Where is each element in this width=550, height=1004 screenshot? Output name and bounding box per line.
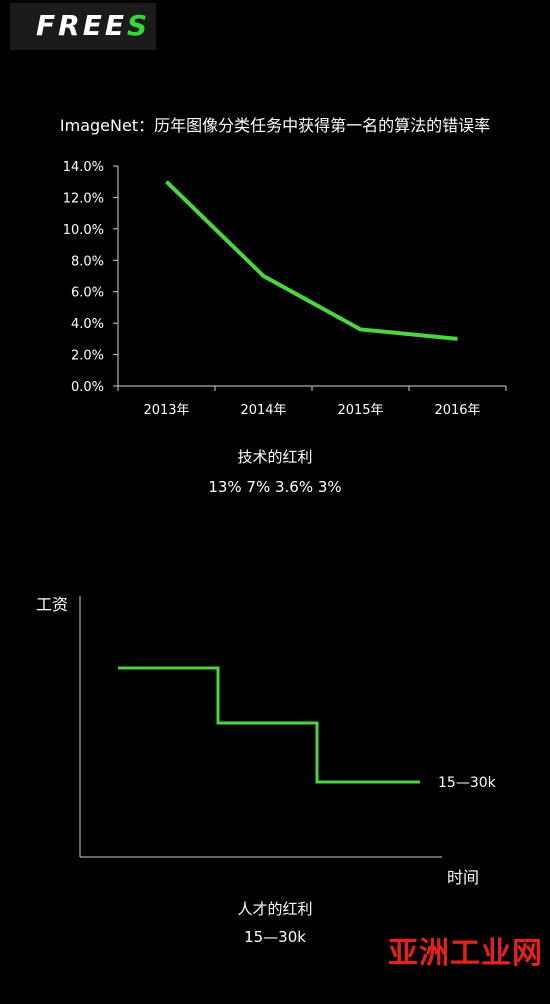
x-tick-label: 2016年 xyxy=(434,403,480,418)
y-tick-label: 10.0% xyxy=(63,223,104,238)
logo: FREES xyxy=(10,3,156,50)
y-tick-label: 8.0% xyxy=(71,254,104,269)
caption-tech-title: 技术的红利 xyxy=(237,448,313,466)
y-tick-label: 2.0% xyxy=(71,349,104,364)
y-axis-label: 工资 xyxy=(36,595,68,614)
error-rate-line-chart: 0.0% 2.0% 4.0% 6.0% 8.0% 10.0% 12.0% 14.0% 2013年… xyxy=(63,160,507,418)
y-tick-label: 12.0% xyxy=(63,191,104,206)
logo-text-accent: S xyxy=(126,9,151,42)
salary-step-line xyxy=(118,666,420,784)
x-axis-label: 时间 xyxy=(447,868,479,887)
caption-tech-values: 13% 7% 3.6% 3% xyxy=(208,478,342,496)
y-tick-label: 0.0% xyxy=(71,380,104,395)
error-rate-series-line xyxy=(165,180,458,341)
y-tick-label: 6.0% xyxy=(71,286,104,301)
y-tick-label: 4.0% xyxy=(71,317,104,332)
logo-text: FREES xyxy=(36,9,150,42)
chart-title: ImageNet：历年图像分类任务中获得第一名的算法的错误率 xyxy=(59,116,491,135)
x-tick-label: 2013年 xyxy=(143,403,189,418)
caption-talent-values: 15—30k xyxy=(244,928,306,946)
watermark: 亚洲工业网 xyxy=(388,936,543,971)
x-tick-label: 2015年 xyxy=(337,403,383,418)
caption-talent-title: 人才的红利 xyxy=(237,900,313,918)
salary-annotation: 15—30k xyxy=(438,775,497,791)
x-tick-label: 2014年 xyxy=(240,403,286,418)
logo-text-main: FREE xyxy=(36,9,127,42)
y-tick-label: 14.0% xyxy=(63,160,104,175)
